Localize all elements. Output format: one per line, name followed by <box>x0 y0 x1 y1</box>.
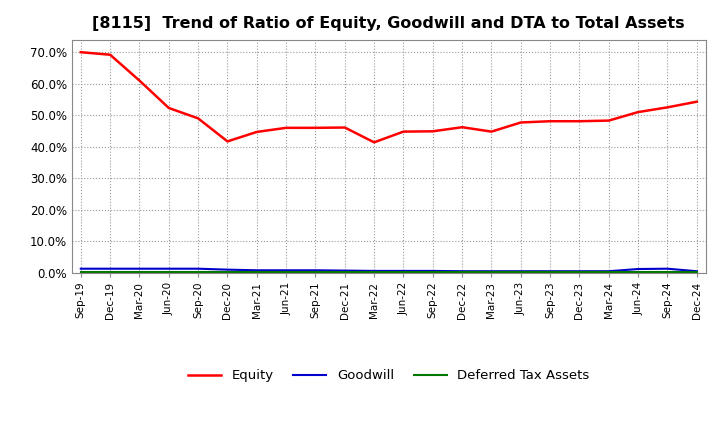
Equity <box>458 125 467 130</box>
Goodwill <box>341 268 349 273</box>
Deferred Tax Assets <box>399 269 408 275</box>
Goodwill <box>634 266 642 271</box>
Deferred Tax Assets <box>516 269 525 275</box>
Goodwill <box>428 268 437 274</box>
Goodwill <box>253 268 261 273</box>
Goodwill <box>282 268 290 273</box>
Equity <box>76 50 85 55</box>
Goodwill <box>370 268 379 274</box>
Deferred Tax Assets <box>311 269 320 275</box>
Equity <box>693 99 701 104</box>
Deferred Tax Assets <box>370 269 379 275</box>
Deferred Tax Assets <box>106 269 114 275</box>
Deferred Tax Assets <box>575 269 584 275</box>
Equity <box>194 116 202 121</box>
Goodwill <box>164 266 173 271</box>
Goodwill <box>223 267 232 272</box>
Goodwill <box>458 268 467 274</box>
Deferred Tax Assets <box>341 269 349 275</box>
Deferred Tax Assets <box>458 269 467 275</box>
Equity <box>106 52 114 57</box>
Line: Goodwill: Goodwill <box>81 269 697 271</box>
Goodwill <box>76 266 85 271</box>
Goodwill <box>135 266 144 271</box>
Deferred Tax Assets <box>223 269 232 275</box>
Deferred Tax Assets <box>76 269 85 275</box>
Equity <box>399 129 408 134</box>
Goodwill <box>106 266 114 271</box>
Equity <box>370 139 379 145</box>
Deferred Tax Assets <box>428 269 437 275</box>
Equity <box>341 125 349 130</box>
Legend: Equity, Goodwill, Deferred Tax Assets: Equity, Goodwill, Deferred Tax Assets <box>183 364 595 388</box>
Deferred Tax Assets <box>693 269 701 275</box>
Equity <box>575 118 584 124</box>
Goodwill <box>663 266 672 271</box>
Title: [8115]  Trend of Ratio of Equity, Goodwill and DTA to Total Assets: [8115] Trend of Ratio of Equity, Goodwil… <box>92 16 685 32</box>
Deferred Tax Assets <box>634 269 642 275</box>
Goodwill <box>575 268 584 274</box>
Equity <box>253 129 261 135</box>
Line: Equity: Equity <box>81 52 697 142</box>
Deferred Tax Assets <box>135 269 144 275</box>
Equity <box>311 125 320 131</box>
Equity <box>135 78 144 83</box>
Goodwill <box>194 266 202 271</box>
Goodwill <box>399 268 408 274</box>
Equity <box>605 118 613 123</box>
Deferred Tax Assets <box>663 269 672 275</box>
Goodwill <box>311 268 320 273</box>
Equity <box>634 110 642 115</box>
Equity <box>282 125 290 131</box>
Deferred Tax Assets <box>194 269 202 275</box>
Equity <box>516 120 525 125</box>
Deferred Tax Assets <box>546 269 554 275</box>
Equity <box>223 139 232 144</box>
Equity <box>164 105 173 110</box>
Goodwill <box>546 268 554 274</box>
Deferred Tax Assets <box>487 269 496 275</box>
Goodwill <box>487 268 496 274</box>
Deferred Tax Assets <box>253 269 261 275</box>
Goodwill <box>693 268 701 274</box>
Equity <box>428 128 437 134</box>
Deferred Tax Assets <box>605 269 613 275</box>
Goodwill <box>516 268 525 274</box>
Deferred Tax Assets <box>282 269 290 275</box>
Equity <box>663 105 672 110</box>
Equity <box>546 118 554 124</box>
Deferred Tax Assets <box>164 269 173 275</box>
Equity <box>487 129 496 134</box>
Goodwill <box>605 268 613 274</box>
